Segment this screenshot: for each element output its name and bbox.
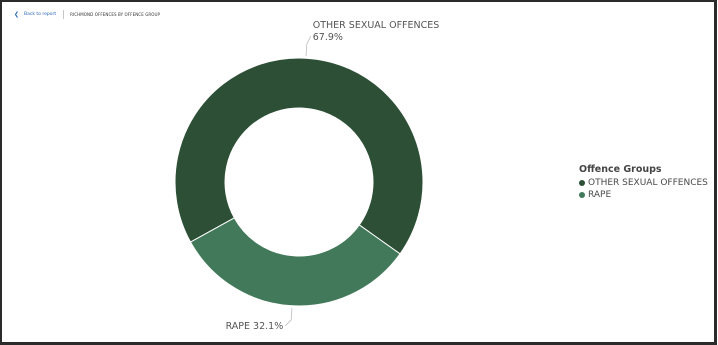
legend-title: Offence Groups (579, 164, 662, 175)
donut-slice-rape[interactable] (189, 217, 401, 307)
donut-slices (174, 57, 424, 307)
chevron-left-icon: ❮ (14, 10, 20, 18)
leader-line-1 (284, 307, 293, 327)
legend-swatch-rape (579, 192, 585, 198)
chart-legend: Offence Groups OTHER SEXUAL OFFENCES RAP… (579, 164, 708, 201)
legend-item-rape[interactable]: RAPE (579, 189, 708, 201)
header-divider (63, 9, 65, 19)
leader-line-0 (305, 36, 312, 57)
back-to-report-label: Back to report (24, 11, 57, 17)
report-header: ❮ Back to report RICHMOND OFFENCES BY OF… (14, 9, 160, 19)
legend-swatch-other-sexual-offences (579, 180, 585, 186)
data-label-category-0: OTHER SEXUAL OFFENCES (313, 20, 440, 31)
data-label-1: RAPE 32.1% (226, 321, 284, 332)
back-to-report-link[interactable]: ❮ Back to report (14, 11, 56, 18)
legend-label-rape: RAPE (588, 190, 612, 200)
legend-item-other-sexual-offences[interactable]: OTHER SEXUAL OFFENCES (579, 177, 708, 189)
visual-title: RICHMOND OFFENCES BY OFFENCE GROUP (70, 11, 161, 17)
donut-slice-other-sexual-offences[interactable] (174, 57, 424, 255)
legend-label-other-sexual-offences: OTHER SEXUAL OFFENCES (588, 178, 708, 188)
data-label-value-0: 67.9% (313, 32, 343, 43)
